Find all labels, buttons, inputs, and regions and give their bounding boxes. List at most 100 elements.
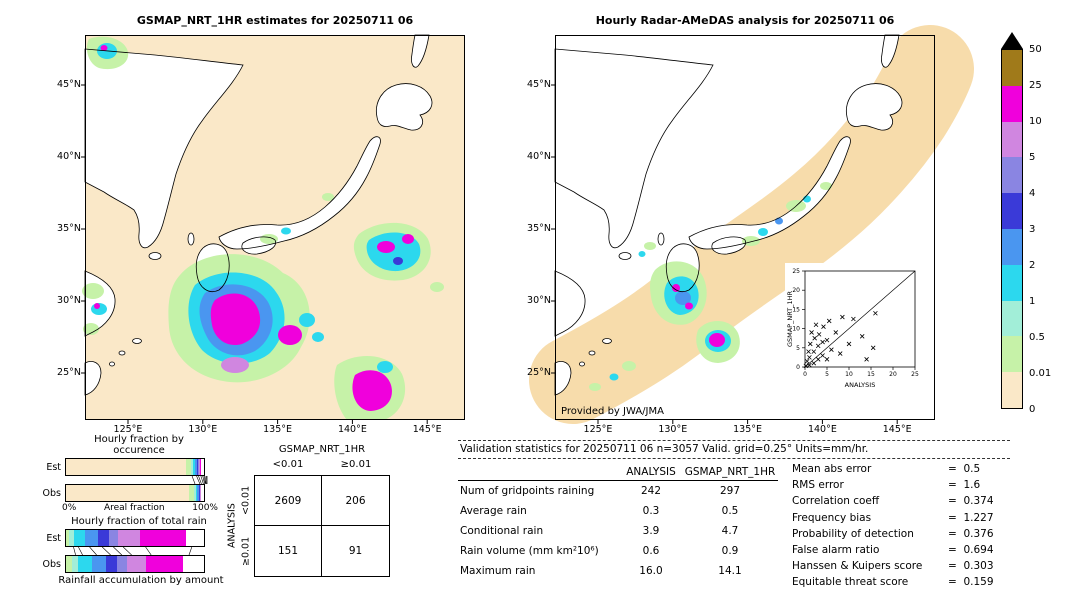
colorbar-band — [1002, 372, 1022, 408]
bar-segment-palegreen — [66, 556, 72, 572]
total-rain-chart: Est Obs — [36, 529, 246, 573]
score-label: Correlation coeff — [792, 495, 880, 508]
inset-y-tick: 25 — [792, 268, 800, 275]
areal-fraction-axis: 0% Areal fraction 100% — [62, 502, 218, 515]
inset-x-tick: 10 — [845, 371, 853, 378]
x-tick-label: 130°E — [188, 424, 218, 435]
colorbar-tick-label: 25 — [1029, 80, 1042, 91]
bar-segment-paleaqua — [190, 459, 193, 475]
score-value: = 1.227 — [948, 511, 994, 524]
bar-segment-violet — [126, 556, 146, 572]
colorbar-tick-label: 0.01 — [1029, 368, 1052, 379]
score-label: False alarm ratio — [792, 544, 880, 557]
header-analysis: ANALYSIS — [620, 461, 682, 481]
inset-y-tick: 20 — [792, 287, 800, 294]
scatter-point — [811, 349, 817, 354]
dashed-divider — [458, 440, 1010, 441]
bar-segment-magenta — [146, 556, 184, 572]
bar-segment-magenta — [140, 530, 186, 546]
bar-segment-medblue — [195, 459, 197, 475]
colorbar-tick-label: 4 — [1029, 188, 1036, 199]
score-value: = 0.5 — [948, 463, 981, 476]
bar-segment-magenta — [200, 459, 202, 475]
inset-x-tick: 5 — [825, 371, 829, 378]
inset-y-tick: 15 — [792, 306, 800, 313]
bar-segment-darkblue — [196, 459, 199, 475]
colorbar-band — [1002, 121, 1022, 158]
stat-label: Maximum rain — [460, 565, 536, 577]
bar-segment-violet — [118, 530, 141, 546]
header-empty — [458, 461, 620, 481]
inset-x-tick: 15 — [867, 371, 875, 378]
precip-estimate-field — [82, 36, 444, 420]
score-label: Frequency bias — [792, 511, 872, 524]
contingency-grid: 2609 206 151 91 — [254, 475, 390, 577]
bar-segment-darkblue — [198, 485, 200, 501]
x-tick-label: 140°E — [337, 424, 367, 435]
scatter-point — [809, 330, 814, 335]
bar-segment-paleaqua — [69, 530, 75, 546]
est-stacked-bar — [65, 529, 205, 547]
occurrence-chart-title: Hourly fraction by occurence — [94, 434, 184, 456]
bar-segment-white — [183, 556, 204, 572]
row-label-obs: Obs — [42, 487, 61, 499]
inset-y-tick: 5 — [796, 345, 800, 352]
inset-x-tick: 0 — [803, 371, 807, 378]
inset-ylabel: GSMAP_NRT_1HR — [786, 290, 794, 347]
score-line: Probability of detection = 0.376 — [792, 526, 1010, 542]
row-label-est: Est — [46, 532, 61, 544]
gsmap-map-svg — [81, 34, 465, 424]
obs-row: Obs — [36, 484, 246, 502]
stat-analysis-value: 0.6 — [642, 545, 660, 557]
precip-analysis-field — [589, 182, 832, 391]
x-tick-label: 125°E — [583, 424, 613, 435]
scatter-point — [815, 343, 821, 349]
col-label-above: ≥0.01 — [340, 459, 372, 470]
bar-segment-paleaqua — [71, 556, 79, 572]
est-stacked-bar — [65, 458, 205, 476]
colorbar-band — [1002, 264, 1022, 301]
bar-segment-medblue — [85, 530, 98, 546]
x-tick-label: 140°E — [807, 424, 837, 435]
colorbar-tick-label: 10 — [1029, 116, 1042, 127]
bar-segment-paleaqua — [194, 485, 196, 501]
axis-max-label: 100% — [192, 503, 218, 513]
map-border — [85, 35, 465, 420]
score-line: Hanssen & Kuipers score = 0.303 — [792, 558, 1010, 574]
stat-label: Conditional rain — [460, 525, 544, 537]
scatter-point — [807, 341, 813, 347]
stat-analysis-value: 16.0 — [639, 565, 663, 577]
scatter-point — [833, 330, 839, 335]
colorbar-tick-label: 50 — [1029, 44, 1042, 55]
stat-label: Num of gridpoints raining — [460, 485, 595, 497]
cell-both-dry: 2609 — [255, 476, 322, 526]
scatter-point — [811, 360, 817, 366]
radar-amedas-map: ANALYSIS GSMAP_NRT_1HR 0 0 5 5 10 10 15 15 20 20 2… — [527, 25, 974, 435]
y-tick-label: 40°N — [57, 151, 81, 162]
scatter-point — [873, 310, 878, 316]
occurrence-chart: Est Obs — [36, 458, 246, 502]
validation-body: ANALYSIS GSMAP_NRT_1HR Num of gridpoints… — [458, 461, 1010, 591]
total-rain-chart-title: Hourly fraction of total rain — [71, 516, 207, 527]
scatter-point — [815, 357, 821, 362]
score-label: Hanssen & Kuipers score — [792, 560, 923, 573]
validation-table: ANALYSIS GSMAP_NRT_1HR Num of gridpoints… — [458, 461, 778, 591]
cell-hit: 91 — [348, 545, 363, 557]
map-border — [555, 35, 935, 420]
colorbar-tick-label: 2 — [1029, 260, 1036, 271]
stat-label: Rain volume (mm km²10⁶) — [460, 545, 599, 557]
y-tick-label: 40°N — [527, 151, 551, 162]
cell-false-alarm: 206 — [322, 476, 389, 526]
scatter-point — [824, 337, 830, 343]
stat-gsmap-value: 297 — [719, 485, 741, 497]
est-row: Est — [36, 458, 246, 476]
bar-segment-white — [201, 459, 204, 475]
stat-label: Average rain — [460, 505, 527, 517]
bar-segment-slate — [198, 459, 199, 475]
scatter-point — [806, 349, 811, 354]
column-headers: <0.01 ≥0.01 — [254, 459, 390, 470]
x-tick-label: 145°E — [882, 424, 912, 435]
x-tick-label: 145°E — [412, 424, 442, 435]
bar-segment-cyan — [78, 556, 93, 572]
accumulation-label: Rainfall accumulation by amount — [58, 575, 224, 586]
